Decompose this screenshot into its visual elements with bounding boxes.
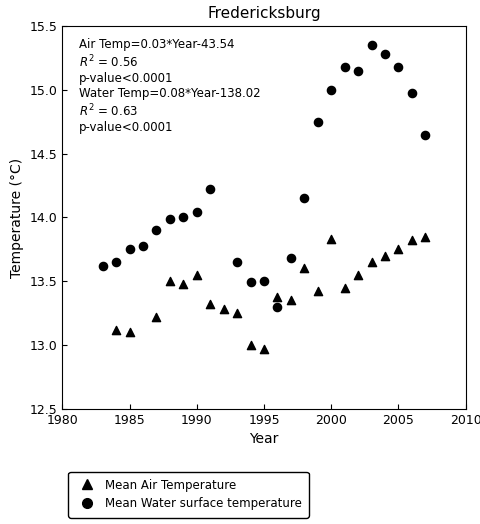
Point [99, 261, 107, 270]
Point [166, 277, 174, 286]
Point [112, 325, 120, 334]
X-axis label: Year: Year [249, 432, 279, 446]
Text: Air Temp=0.03*Year-43.54
$R^2$ = 0.56
p-value<0.0001
Water Temp=0.08*Year-138.02: Air Temp=0.03*Year-43.54 $R^2$ = 0.56 p-… [79, 38, 260, 134]
Point [260, 277, 268, 286]
Y-axis label: Temperature (°C): Temperature (°C) [10, 157, 24, 278]
Point [193, 208, 201, 216]
Point [166, 214, 174, 223]
Point [300, 264, 308, 272]
Point [368, 258, 375, 266]
Point [153, 313, 160, 321]
Point [233, 258, 241, 266]
Point [408, 236, 416, 245]
Point [233, 309, 241, 317]
Point [314, 287, 322, 296]
Point [220, 305, 228, 313]
Title: Fredericksburg: Fredericksburg [207, 6, 321, 21]
Point [180, 280, 187, 288]
Point [139, 242, 147, 250]
Point [260, 345, 268, 353]
Legend: Mean Air Temperature, Mean Water surface temperature: Mean Air Temperature, Mean Water surface… [68, 472, 309, 518]
Point [112, 258, 120, 266]
Point [381, 252, 389, 260]
Point [327, 86, 335, 94]
Point [354, 270, 362, 279]
Point [421, 232, 429, 241]
Point [421, 130, 429, 139]
Point [180, 213, 187, 222]
Point [354, 67, 362, 75]
Point [327, 235, 335, 243]
Point [287, 254, 295, 263]
Point [206, 300, 214, 308]
Point [395, 245, 402, 254]
Point [395, 63, 402, 71]
Point [247, 341, 254, 349]
Point [314, 117, 322, 126]
Point [206, 185, 214, 193]
Point [381, 50, 389, 59]
Point [247, 278, 254, 287]
Point [300, 194, 308, 202]
Point [408, 89, 416, 97]
Point [274, 302, 281, 311]
Point [274, 292, 281, 301]
Point [341, 283, 348, 292]
Point [193, 270, 201, 279]
Point [341, 63, 348, 71]
Point [126, 328, 133, 336]
Point [153, 226, 160, 234]
Point [126, 245, 133, 254]
Point [287, 296, 295, 304]
Point [368, 41, 375, 49]
